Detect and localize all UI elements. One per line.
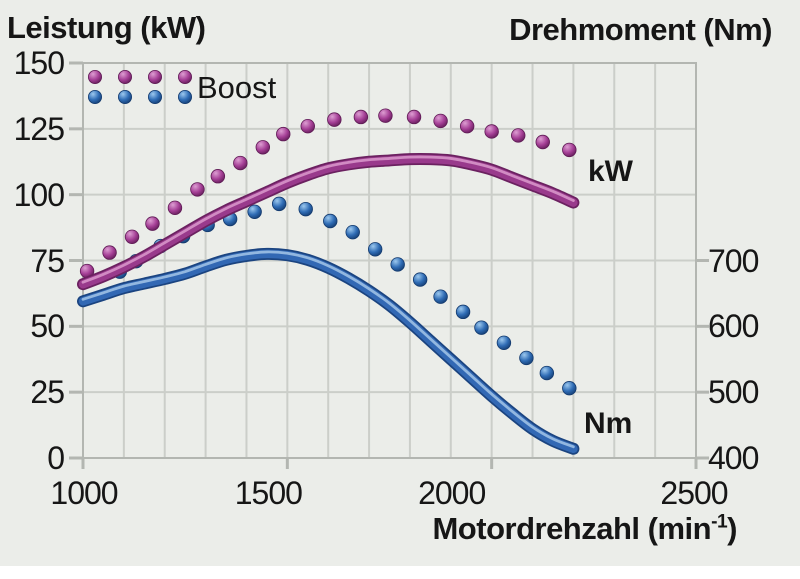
legend-dot <box>147 90 162 105</box>
data-dot-boost-nm <box>496 335 512 350</box>
left-axis-title: Leistung (kW) <box>7 10 206 45</box>
y-right-tick-label: 600 <box>708 308 759 345</box>
legend-dot <box>88 90 103 105</box>
data-dot-boost-kw <box>167 200 183 216</box>
x-tick-label: 2500 <box>660 475 728 511</box>
data-dot-boost-kw <box>300 118 315 134</box>
legend-dot <box>177 70 192 85</box>
power-curve-label: kW <box>588 155 633 188</box>
data-dot-boost-kw <box>535 134 550 150</box>
data-dot-boost-kw <box>276 126 291 142</box>
data-dot-boost-nm <box>539 365 555 381</box>
series-line-nm <box>81 250 575 449</box>
data-dot-boost-kw <box>378 108 393 123</box>
x-tick-label: 1000 <box>50 475 118 511</box>
data-dot-boost-kw <box>511 128 526 143</box>
data-dot-boost-nm <box>433 289 448 304</box>
data-dot-boost-kw <box>406 109 422 125</box>
data-dot-boost-kw <box>102 245 117 260</box>
x-axis-title-close: ) <box>727 511 737 546</box>
series-line-kw <box>81 155 575 284</box>
y-right-tick-label: 500 <box>708 374 759 411</box>
y-left-tick-label: 100 <box>13 176 65 213</box>
data-dot-boost-kw <box>190 182 205 197</box>
data-dot-boost-kw <box>433 113 448 129</box>
series-line-kw <box>78 154 578 289</box>
data-dot-boost-kw <box>145 216 160 231</box>
data-dot-boost-kw <box>327 112 342 127</box>
data-dot-boost-kw <box>210 169 226 184</box>
legend-boost-label: Boost <box>197 70 277 105</box>
data-dot-boost-nm <box>345 224 360 240</box>
legend-dot <box>118 70 133 85</box>
data-dot-boost-kw <box>459 118 475 134</box>
data-dot-boost-kw <box>484 124 499 139</box>
data-dot-boost-nm <box>298 201 313 217</box>
x-axis-title-exponent: -1 <box>711 511 728 533</box>
data-dot-boost-nm <box>474 320 489 335</box>
data-dot-boost-nm <box>412 272 428 287</box>
legend-dot <box>177 90 192 105</box>
data-dot-boost-nm <box>455 304 471 320</box>
y-right-tick-label: 700 <box>708 242 759 279</box>
x-axis-title: Motordrehzahl (min-1) <box>432 511 737 547</box>
y-left-tick-label: 50 <box>30 308 65 345</box>
chart-canvas <box>69 61 709 469</box>
x-axis-title-main: Motordrehzahl (min <box>432 511 712 546</box>
data-dot-boost-nm <box>519 350 534 366</box>
y-left-tick-label: 125 <box>13 110 65 147</box>
chart-background: Leistung (kW) Drehmoment (Nm) Boost kW N… <box>0 0 800 566</box>
legend-dot <box>118 90 133 105</box>
y-right-tick-label: 400 <box>708 440 759 476</box>
data-dot-boost-kw <box>233 155 248 171</box>
legend-dot <box>147 70 162 85</box>
data-dot-boost-nm <box>390 257 405 272</box>
legend-dot <box>88 70 103 85</box>
data-dot-boost-nm <box>247 204 262 219</box>
y-left-tick-label: 150 <box>13 45 65 81</box>
data-dot-boost-kw <box>562 142 577 158</box>
torque-curve-label: Nm <box>584 407 633 440</box>
x-tick-label: 1500 <box>234 475 303 511</box>
data-dot-boost-nm <box>271 196 287 212</box>
data-dot-boost-kw <box>255 140 271 155</box>
y-left-tick-label: 0 <box>47 440 65 476</box>
x-tick-label: 2000 <box>418 475 486 511</box>
data-dot-boost-kw <box>353 109 369 125</box>
right-axis-title: Drehmoment (Nm) <box>509 12 772 47</box>
page-margin <box>0 566 800 579</box>
data-dot-boost-kw <box>124 229 140 245</box>
data-dot-boost-nm <box>367 242 383 257</box>
y-left-tick-label: 25 <box>30 374 65 411</box>
y-left-tick-label: 75 <box>30 242 65 279</box>
data-dot-boost-nm <box>323 213 338 229</box>
data-dot-boost-nm <box>562 381 577 396</box>
series-line-nm <box>78 249 578 454</box>
